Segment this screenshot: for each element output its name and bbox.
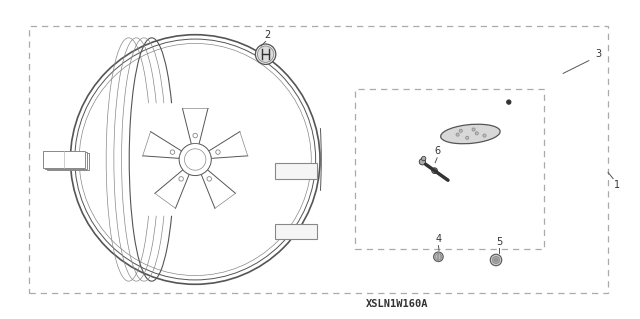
Ellipse shape — [456, 133, 459, 136]
Text: 2: 2 — [264, 30, 271, 40]
Ellipse shape — [257, 46, 274, 63]
Ellipse shape — [435, 254, 442, 260]
Ellipse shape — [419, 159, 426, 165]
Ellipse shape — [434, 252, 443, 262]
Ellipse shape — [460, 129, 462, 132]
Polygon shape — [44, 151, 85, 168]
Text: XSLN1W160A: XSLN1W160A — [365, 299, 428, 309]
Ellipse shape — [476, 132, 478, 135]
Bar — [29, 26, 608, 293]
Ellipse shape — [507, 100, 511, 104]
Text: 4: 4 — [435, 234, 442, 244]
Text: 5: 5 — [496, 237, 502, 247]
Ellipse shape — [432, 168, 437, 174]
Bar — [355, 89, 544, 249]
Ellipse shape — [472, 128, 475, 131]
Ellipse shape — [441, 124, 500, 144]
Ellipse shape — [483, 134, 486, 137]
Ellipse shape — [490, 254, 502, 266]
Ellipse shape — [255, 44, 276, 64]
Polygon shape — [47, 153, 89, 170]
Bar — [275, 163, 317, 179]
Ellipse shape — [422, 156, 426, 161]
Text: 6: 6 — [434, 146, 440, 156]
Bar — [275, 224, 317, 239]
Text: 3: 3 — [595, 49, 602, 59]
Polygon shape — [45, 152, 87, 169]
Ellipse shape — [495, 258, 497, 262]
Ellipse shape — [493, 256, 499, 263]
Text: 1: 1 — [614, 180, 621, 190]
Ellipse shape — [466, 136, 468, 139]
